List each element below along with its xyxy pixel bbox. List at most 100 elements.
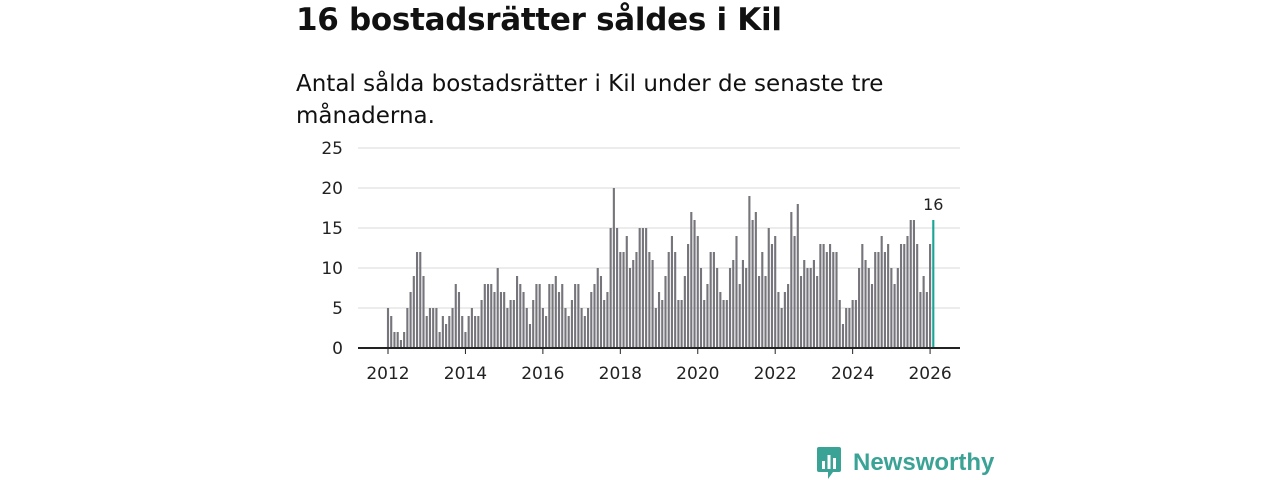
bar — [590, 292, 593, 348]
bar — [909, 220, 912, 348]
bar — [864, 260, 867, 348]
bar — [522, 292, 525, 348]
bar — [799, 276, 803, 348]
y-tick-label: 0 — [332, 339, 343, 359]
bar — [754, 212, 757, 348]
bar — [545, 316, 548, 348]
bar — [674, 252, 677, 348]
bar — [777, 292, 780, 348]
bar — [538, 284, 541, 348]
bar — [470, 308, 473, 348]
bar — [712, 252, 715, 348]
y-tick-label: 25 — [321, 139, 343, 159]
bar — [722, 300, 725, 348]
bar — [903, 244, 906, 348]
bar — [741, 260, 744, 348]
axes: 0 5 10 15 20 25 16 2012 2014 2016 2018 2020 2022 2024… — [321, 139, 960, 384]
bar — [635, 252, 638, 348]
bar — [638, 228, 641, 348]
bar — [461, 316, 464, 348]
bar — [519, 284, 522, 348]
bar — [503, 292, 506, 348]
bar — [457, 292, 461, 348]
bar — [561, 284, 564, 348]
bar — [693, 220, 696, 348]
bar — [845, 308, 848, 348]
bar — [867, 268, 870, 348]
bar — [599, 276, 603, 348]
bar — [574, 284, 577, 348]
bar — [874, 252, 877, 348]
bar — [428, 308, 432, 348]
bar — [622, 252, 625, 348]
bar — [735, 236, 738, 348]
bar — [709, 252, 712, 348]
bar — [822, 244, 825, 348]
bar — [922, 276, 925, 348]
bar — [509, 300, 512, 348]
bar — [419, 252, 422, 348]
bar — [435, 308, 438, 348]
bar — [409, 292, 412, 348]
bar — [583, 316, 586, 348]
bar — [832, 252, 835, 348]
bar — [825, 252, 828, 348]
bar — [728, 268, 732, 348]
bar — [732, 260, 735, 348]
x-tick-label: 2012 — [366, 364, 409, 384]
bar — [764, 276, 767, 348]
bar — [393, 332, 396, 348]
bar — [625, 236, 628, 348]
bar — [415, 252, 419, 348]
bar — [570, 300, 573, 348]
bar — [483, 284, 486, 348]
bar — [770, 244, 774, 348]
bar — [648, 252, 651, 348]
bar — [654, 308, 657, 348]
highlight-bar — [932, 220, 935, 348]
bar — [628, 268, 632, 348]
bar — [593, 284, 596, 348]
bar — [774, 236, 777, 348]
bar — [667, 252, 670, 348]
bar — [535, 284, 538, 348]
bar — [564, 308, 567, 348]
bar — [699, 268, 703, 348]
bar — [680, 300, 683, 348]
bar — [499, 292, 502, 348]
bar — [916, 244, 919, 348]
bar — [787, 284, 790, 348]
bar — [445, 324, 448, 348]
bar — [835, 252, 838, 348]
bar — [841, 324, 845, 348]
bar — [477, 316, 480, 348]
bar — [438, 332, 441, 348]
bar — [496, 268, 499, 348]
bar — [725, 300, 728, 348]
bar — [541, 308, 544, 348]
x-tick-label: 2022 — [754, 364, 797, 384]
bar — [706, 284, 709, 348]
brand-logo: Newsworthy — [816, 446, 994, 480]
bar — [880, 236, 883, 348]
bar — [619, 252, 622, 348]
bar — [719, 292, 722, 348]
bar — [809, 268, 812, 348]
bar — [532, 300, 535, 348]
bar — [632, 260, 635, 348]
bar — [816, 276, 819, 348]
x-tick-label: 2018 — [599, 364, 642, 384]
bar — [425, 316, 428, 348]
bar — [390, 316, 393, 348]
bar — [467, 316, 470, 348]
bar — [896, 268, 899, 348]
bar — [751, 220, 754, 348]
bar — [812, 260, 815, 348]
bar — [748, 196, 751, 348]
bar — [596, 268, 599, 348]
y-tick-label: 20 — [321, 179, 343, 199]
bar — [883, 252, 886, 348]
highlight-value-label: 16 — [923, 195, 943, 214]
bar — [480, 300, 483, 348]
bar — [406, 308, 409, 348]
